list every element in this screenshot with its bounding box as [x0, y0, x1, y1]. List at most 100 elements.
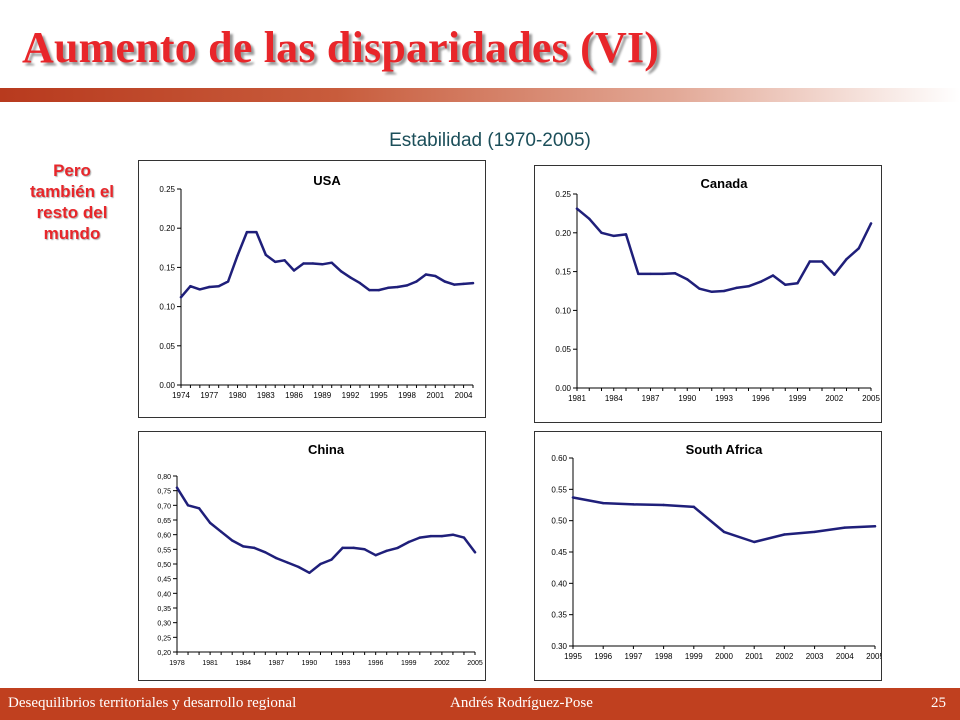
data-point [873, 525, 877, 528]
y-tick-label: 0.15 [555, 268, 571, 277]
x-tick-label: 1995 [370, 391, 388, 400]
x-tick-label: 1996 [594, 652, 612, 661]
data-point [833, 273, 836, 276]
x-tick-label: 1999 [789, 394, 807, 403]
chart-canada: Canada 0.00 0.05 0.10 0.15 0.20 0.25 1981 1984 19… [555, 176, 880, 403]
data-point [686, 278, 689, 281]
data-point [330, 558, 333, 561]
y-tick-label: 0.60 [551, 454, 567, 463]
footer-author: Andrés Rodríguez-Pose [450, 695, 593, 711]
y-tick-label: 0,65 [157, 518, 171, 525]
data-point [405, 284, 409, 287]
data-point [363, 548, 366, 551]
data-point [217, 285, 220, 288]
data-point [385, 549, 388, 552]
x-tick-label: 1974 [172, 391, 190, 400]
data-point [602, 501, 605, 505]
x-tick-label: 2004 [836, 652, 854, 661]
y-tick-label: 0.35 [551, 611, 567, 620]
data-point [236, 254, 239, 257]
data-point [451, 533, 455, 536]
chart-south-africa: South Africa 0.30 0.35 0.40 0.45 0.50 0.55 0.60… [551, 442, 881, 661]
y-tick-label: 0,45 [157, 577, 171, 584]
x-tick-label: 2005 [862, 394, 880, 403]
y-tick-label: 0,80 [157, 474, 171, 481]
x-tick-label: 2002 [776, 652, 794, 661]
y-tick-label: 0,35 [157, 606, 171, 613]
x-tick-label: 1992 [342, 391, 360, 400]
y-tick-label: 0,55 [157, 547, 171, 554]
data-point [845, 257, 848, 261]
x-tick-label: 1981 [202, 660, 218, 667]
data-point [189, 285, 192, 288]
x-tick-label: 1995 [564, 652, 582, 661]
y-tick-label: 0.45 [551, 548, 567, 557]
chart-title: USA [313, 173, 341, 188]
data-point [735, 286, 738, 290]
y-tick-label: 0,40 [157, 591, 171, 598]
x-tick-label: 2004 [455, 391, 473, 400]
data-point [387, 286, 390, 289]
data-point [197, 507, 201, 510]
x-tick-label: 1986 [285, 391, 303, 400]
data-point [273, 260, 277, 264]
x-tick-label: 1980 [229, 391, 247, 400]
chart-title: South Africa [686, 442, 764, 457]
data-point [843, 526, 846, 529]
data-point [747, 285, 750, 288]
y-tick-label: 0.05 [159, 342, 175, 351]
chart-title: Canada [701, 176, 749, 191]
data-point [415, 280, 418, 283]
data-point [311, 262, 315, 265]
x-tick-label: 2002 [434, 660, 450, 667]
x-tick-label: 1984 [605, 394, 623, 403]
data-point [352, 546, 355, 550]
y-tick-label: 0.55 [551, 485, 567, 494]
y-tick-label: 0,30 [157, 621, 171, 628]
x-tick-label: 1981 [568, 394, 586, 403]
title-underline-bar [0, 88, 960, 102]
data-point [857, 247, 860, 250]
y-tick-label: 0.50 [551, 517, 567, 526]
x-tick-label: 1996 [752, 394, 770, 403]
data-point [396, 546, 399, 550]
data-point [358, 281, 362, 285]
data-point [175, 486, 179, 489]
x-tick-label: 1989 [313, 391, 331, 400]
data-point [637, 272, 640, 276]
data-point [275, 556, 278, 560]
x-tick-label: 2001 [426, 391, 444, 400]
y-tick-label: 0.25 [159, 185, 175, 194]
x-tick-label: 1983 [257, 391, 275, 400]
data-point [813, 530, 816, 534]
data-line [571, 496, 877, 544]
x-tick-label: 1993 [335, 660, 351, 667]
y-tick-label: 0.30 [551, 642, 567, 651]
x-tick-label: 1998 [398, 391, 416, 400]
data-point [255, 230, 258, 234]
data-point [771, 274, 775, 277]
data-point [245, 230, 249, 234]
data-point [722, 530, 726, 534]
x-tick-label: 1999 [685, 652, 703, 661]
x-tick-label: 1984 [235, 660, 251, 667]
y-tick-label: 0.15 [159, 263, 175, 272]
data-point [292, 269, 296, 272]
y-tick-label: 0.00 [159, 381, 175, 390]
y-tick-label: 0.40 [551, 579, 567, 588]
data-point [440, 534, 444, 538]
x-tick-label: 1993 [715, 394, 733, 403]
y-tick-label: 0.00 [555, 384, 571, 393]
data-point [242, 545, 245, 548]
y-tick-label: 0.10 [555, 306, 571, 315]
y-tick-label: 0.20 [555, 229, 571, 238]
data-point [661, 272, 664, 276]
data-point [649, 272, 652, 276]
slide-title: Aumento de las disparidades (VI) [22, 23, 660, 72]
slide-subtitle: Estabilidad (1970-2005) [389, 130, 591, 151]
x-tick-label: 2000 [715, 652, 733, 661]
chart-panel-usa: USA 0.00 0.05 0.10 0.15 0.20 0.25 1974 1977 1980 1… [138, 160, 486, 418]
data-point [575, 207, 579, 210]
data-point [632, 503, 635, 506]
data-point [264, 551, 267, 554]
